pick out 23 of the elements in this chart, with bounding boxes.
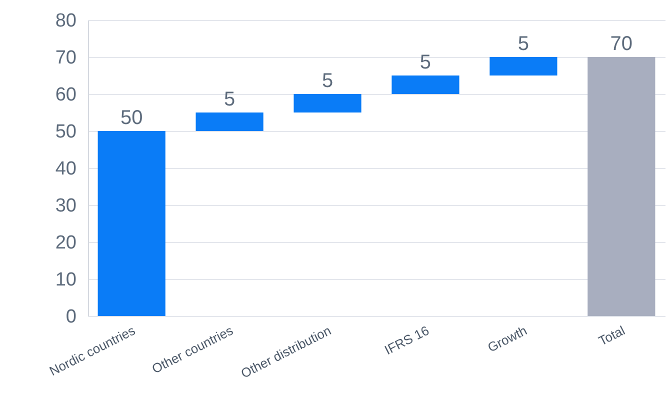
- bar: [490, 57, 558, 76]
- bar: [294, 94, 362, 112]
- y-tick-label: 50: [55, 122, 76, 142]
- data-label: 5: [224, 88, 236, 110]
- y-tick-label: 60: [55, 84, 76, 106]
- y-tick-label: 30: [55, 196, 76, 216]
- data-label: 5: [322, 70, 334, 92]
- data-label: 70: [610, 33, 633, 55]
- data-label: 50: [120, 107, 143, 129]
- bar: [98, 131, 166, 316]
- y-tick-label: 10: [55, 270, 76, 290]
- y-tick-label: 70: [55, 48, 76, 68]
- bar: [392, 76, 460, 94]
- y-tick-label: 40: [55, 158, 76, 180]
- y-tick-label: 80: [55, 10, 76, 32]
- data-label: 5: [420, 52, 432, 74]
- data-label: 5: [518, 33, 530, 55]
- bar: [588, 57, 656, 316]
- x-tick-label: Total: [596, 322, 628, 349]
- y-tick-label: 20: [55, 232, 76, 254]
- y-tick-label: 0: [66, 306, 76, 328]
- bar: [196, 112, 264, 131]
- x-tick-label: IFRS 16: [382, 322, 432, 358]
